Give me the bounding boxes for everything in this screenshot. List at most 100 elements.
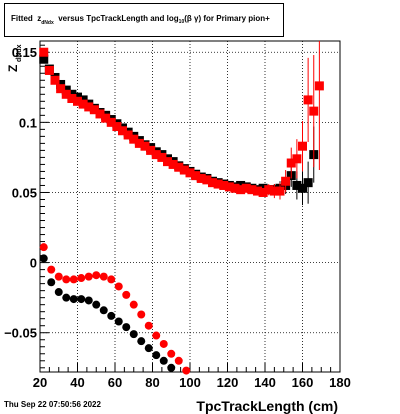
data-point xyxy=(224,182,234,192)
y-axis-title: Z dNdx xyxy=(6,44,23,72)
x-axis-title: TpcTrackLength (cm) xyxy=(196,398,338,414)
data-point xyxy=(137,310,146,319)
data-point xyxy=(179,165,189,175)
data-point xyxy=(106,117,116,127)
data-point xyxy=(303,95,313,105)
data-point xyxy=(144,321,153,330)
data-point xyxy=(208,178,217,188)
data-point xyxy=(152,351,161,360)
data-point xyxy=(151,150,161,160)
data-point xyxy=(292,180,302,190)
data-point xyxy=(78,99,88,109)
data-point xyxy=(84,102,94,112)
y-tick-label: 0.05 xyxy=(12,185,37,200)
x-tick-label: 160 xyxy=(292,375,314,390)
data-point xyxy=(152,331,161,340)
data-point xyxy=(47,278,56,287)
data-point xyxy=(230,183,240,193)
data-point xyxy=(196,173,206,183)
series-3 xyxy=(39,243,191,375)
tick-labels: 20 40 60 80 100 120 140 160 180 −0.05 0 0.05 0.1 0.15 xyxy=(4,45,351,390)
data-point xyxy=(167,363,176,372)
data-point xyxy=(92,271,101,280)
data-point xyxy=(99,306,108,315)
data-point xyxy=(219,180,229,190)
svg-text:Z: Z xyxy=(6,65,20,72)
data-point xyxy=(39,243,48,252)
data-point xyxy=(118,126,127,136)
grid-lines xyxy=(40,41,340,372)
x-tick-label: 100 xyxy=(179,375,201,390)
data-point xyxy=(99,272,108,281)
data-point xyxy=(286,158,296,168)
x-tick-label: 40 xyxy=(70,375,84,390)
data-point xyxy=(168,159,178,169)
data-point xyxy=(247,185,257,195)
data-point xyxy=(61,89,71,99)
data-point xyxy=(174,162,184,172)
data-point xyxy=(129,300,138,309)
x-tick-label: 140 xyxy=(254,375,276,390)
y-tick-label: −0.05 xyxy=(4,326,37,341)
x-tick-label: 80 xyxy=(145,375,159,390)
data-point xyxy=(236,185,246,195)
data-point xyxy=(101,113,111,123)
data-point xyxy=(309,106,319,116)
data-point xyxy=(159,356,168,365)
data-point xyxy=(114,317,123,326)
data-point xyxy=(191,171,201,181)
data-point xyxy=(144,344,153,353)
data-point xyxy=(258,187,268,197)
data-point xyxy=(134,138,144,148)
data-point xyxy=(298,141,307,151)
data-point xyxy=(202,175,212,185)
data-point xyxy=(129,330,138,339)
data-point xyxy=(303,178,313,188)
data-point xyxy=(213,179,223,189)
data-point xyxy=(253,186,262,196)
data-point xyxy=(77,274,86,283)
data-point xyxy=(140,141,150,151)
series-2 xyxy=(39,254,176,372)
axis-ticks xyxy=(39,44,341,372)
data-point xyxy=(77,295,86,304)
timestamp: Thu Sep 22 07:50:56 2022 xyxy=(4,400,101,409)
data-point xyxy=(137,337,146,346)
data-point xyxy=(112,122,122,132)
data-point xyxy=(47,265,56,274)
x-tick-label: 60 xyxy=(108,375,122,390)
data-markers xyxy=(39,41,324,375)
data-point xyxy=(54,288,63,297)
data-point xyxy=(39,54,49,64)
data-point xyxy=(241,183,251,193)
series-1 xyxy=(39,41,324,200)
y-tick-label: 0 xyxy=(30,256,37,271)
data-point xyxy=(114,282,123,291)
data-point xyxy=(73,96,82,106)
data-point xyxy=(44,65,54,75)
data-point xyxy=(69,295,78,304)
data-point xyxy=(39,47,49,57)
data-point xyxy=(67,94,77,104)
x-tick-label: 20 xyxy=(33,375,47,390)
data-point xyxy=(92,300,101,309)
data-point xyxy=(159,339,168,348)
y-tick-label: 0.1 xyxy=(19,115,37,130)
data-point xyxy=(84,296,93,305)
data-point xyxy=(281,176,291,186)
data-point xyxy=(174,356,183,365)
data-point xyxy=(182,366,191,375)
data-point xyxy=(129,134,139,144)
data-point xyxy=(157,152,167,162)
data-point xyxy=(292,154,302,164)
data-point xyxy=(39,254,48,263)
data-point xyxy=(122,290,131,299)
data-point xyxy=(95,109,105,119)
title-box: Fitted zdNdx versus TpcTrackLength and l… xyxy=(4,3,284,37)
chart-title: Fitted zdNdx versus TpcTrackLength and l… xyxy=(11,14,270,26)
data-point xyxy=(84,272,93,281)
data-point xyxy=(264,185,274,195)
data-point xyxy=(107,311,116,320)
data-point xyxy=(123,130,133,140)
data-point xyxy=(107,275,116,284)
